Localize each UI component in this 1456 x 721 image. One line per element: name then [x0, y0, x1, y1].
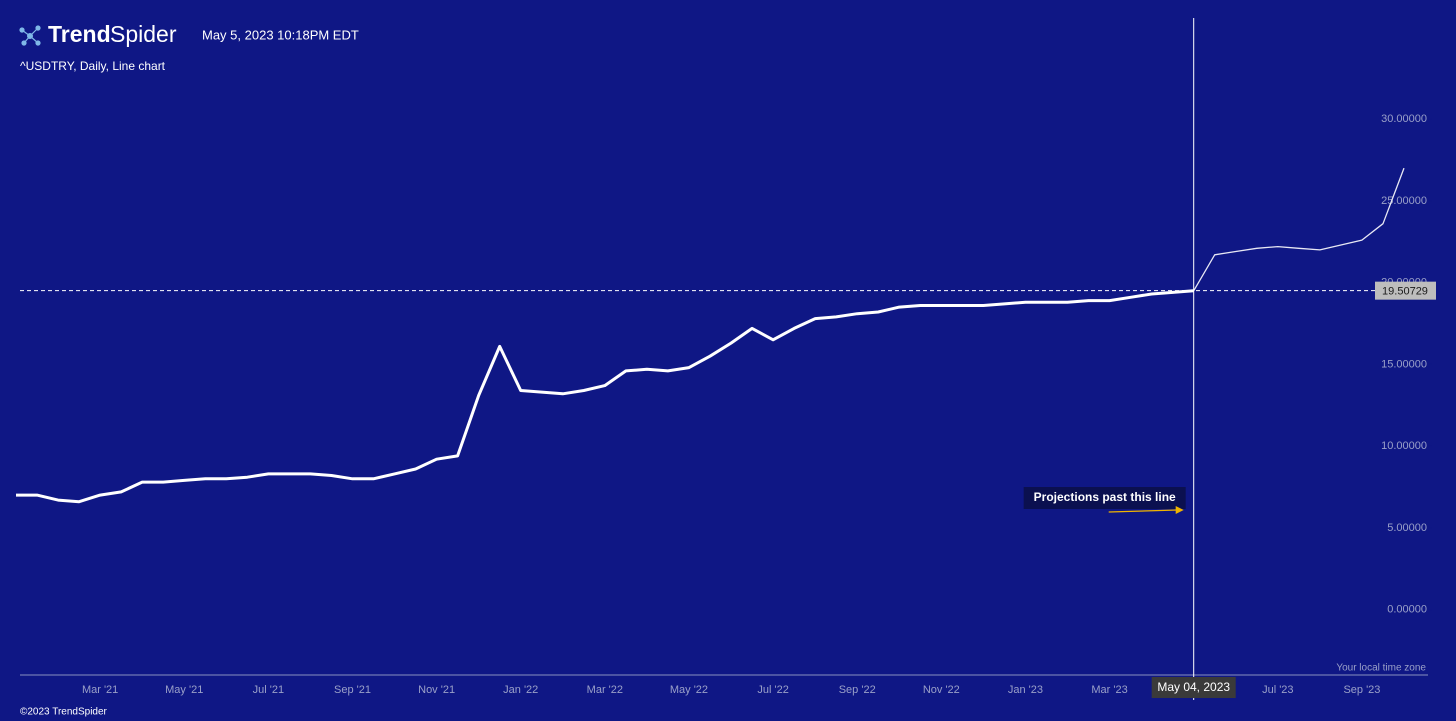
marker-label-box [1151, 677, 1236, 698]
x-tick-label: May '21 [165, 684, 203, 696]
y-tick-label: 10.00000 [1381, 440, 1427, 452]
price-label-box [1375, 281, 1436, 300]
timestamp: May 5, 2023 10:18PM EDT [202, 27, 359, 42]
y-tick-label: 0.00000 [1387, 604, 1427, 616]
copyright: ©2023 TrendSpider [20, 707, 108, 718]
x-tick-label: Sep '23 [1343, 684, 1380, 696]
x-tick-label: Nov '21 [418, 684, 455, 696]
y-tick-label: 25.00000 [1381, 195, 1427, 207]
y-tick-label: 15.00000 [1381, 358, 1427, 370]
timezone-note: Your local time zone [1336, 663, 1426, 674]
x-tick-label: Jan '23 [1008, 684, 1043, 696]
x-tick-label: Jul '21 [253, 684, 284, 696]
x-tick-label: Jan '22 [503, 684, 538, 696]
x-tick-label: Mar '23 [1091, 684, 1127, 696]
annotation-box [1023, 487, 1186, 509]
x-tick-label: Sep '22 [839, 684, 876, 696]
projection-line [1193, 167, 1405, 292]
chart-title: ^USDTRY, Daily, Line chart [20, 59, 166, 73]
y-tick-label: 30.00000 [1381, 113, 1427, 125]
y-tick-label: 5.00000 [1387, 522, 1427, 534]
x-tick-label: Jul '22 [757, 684, 788, 696]
price-line-series [16, 289, 1194, 504]
x-tick-label: Nov '22 [923, 684, 960, 696]
x-tick-label: May '22 [670, 684, 708, 696]
brand-bold: Trend [48, 21, 111, 47]
x-tick-label: Sep '21 [334, 684, 371, 696]
annotation-arrowhead [1175, 506, 1184, 514]
x-tick-label: Jul '23 [1262, 684, 1293, 696]
annotation: Projections past this line [1034, 490, 1176, 504]
x-tick-label: Mar '22 [587, 684, 623, 696]
logo-icon [19, 25, 41, 46]
annotation-arrow [1108, 509, 1178, 513]
marker-label: May 04, 2023 [1157, 680, 1230, 694]
brand-light: Spider [110, 21, 177, 47]
price-label: 19.50729 [1382, 286, 1428, 298]
x-tick-label: Mar '21 [82, 684, 118, 696]
